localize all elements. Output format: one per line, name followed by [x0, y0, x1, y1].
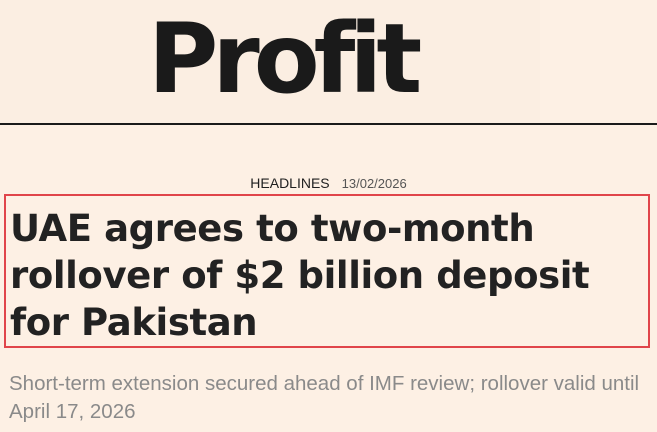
masthead: Profit: [0, 0, 657, 123]
article-date: 13/02/2026: [341, 176, 407, 191]
site-logo[interactable]: Profit: [148, 3, 422, 115]
article-title: UAE agrees to two-month rollover of $2 b…: [10, 207, 590, 344]
masthead-divider: [0, 123, 657, 125]
article-meta: HEADLINES 13/02/2026: [0, 174, 657, 194]
category-link[interactable]: HEADLINES: [250, 175, 330, 191]
article-subtitle: Short-term extension secured ahead of IM…: [9, 372, 640, 423]
headline-highlight-box: [4, 194, 650, 348]
masthead-panel: [0, 0, 540, 123]
